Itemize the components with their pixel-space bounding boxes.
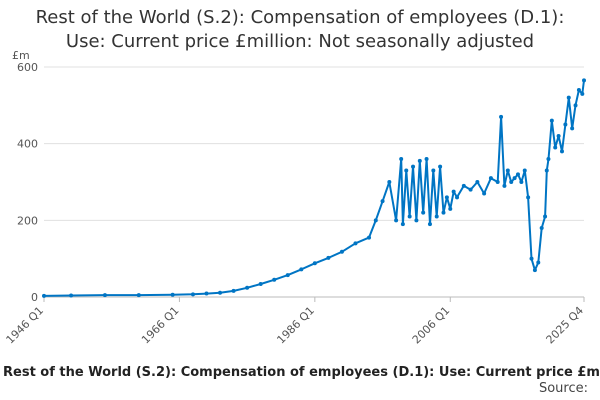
data-point[interactable] — [204, 291, 209, 296]
data-point[interactable] — [499, 114, 504, 119]
data-point[interactable] — [543, 214, 548, 219]
y-tick-label: 200 — [17, 214, 38, 227]
y-tick-label: 0 — [31, 291, 38, 304]
gridlines — [44, 66, 584, 221]
axes: 0 200 400 600£m 1946 Q1 1966 Q1 1986 Q1 2006 Q1… — [4, 49, 587, 346]
data-point[interactable] — [434, 214, 439, 219]
series-layer — [42, 78, 586, 298]
data-point[interactable] — [544, 168, 549, 173]
data-point[interactable] — [539, 226, 544, 230]
x-tick-label: 1966 Q1 — [139, 304, 182, 347]
chart-title-line-1: Rest of the World (S.2): Compensation of… — [35, 7, 565, 28]
data-point[interactable] — [451, 189, 456, 194]
data-point[interactable] — [414, 218, 419, 223]
data-point[interactable] — [231, 288, 236, 293]
data-point[interactable] — [102, 293, 107, 298]
data-point[interactable] — [407, 214, 412, 219]
data-point[interactable] — [69, 293, 74, 298]
x-tick-label: 1946 Q1 — [4, 304, 47, 347]
y-axis-label: £m — [12, 49, 30, 62]
data-point[interactable] — [339, 249, 344, 254]
data-point[interactable] — [566, 95, 571, 100]
data-point[interactable] — [444, 195, 449, 200]
data-point[interactable] — [495, 180, 500, 184]
data-point[interactable] — [404, 168, 409, 173]
data-point[interactable] — [515, 172, 520, 177]
data-point[interactable] — [461, 183, 466, 188]
data-point[interactable] — [218, 290, 223, 295]
data-point[interactable] — [546, 157, 551, 161]
data-point[interactable] — [400, 222, 405, 227]
x-tick-label: 1986 Q1 — [274, 304, 317, 347]
data-point[interactable] — [190, 292, 195, 297]
data-point[interactable] — [536, 260, 541, 265]
data-point[interactable] — [424, 157, 429, 161]
data-point[interactable] — [427, 222, 432, 227]
data-point[interactable] — [245, 285, 250, 290]
chart-title-line-2: Use: Current price £million: Not seasona… — [65, 31, 535, 52]
data-point[interactable] — [519, 180, 524, 184]
footer-description: Rest of the World (S.2): Compensation of… — [3, 365, 600, 380]
chart-footer: Rest of the World (S.2): Compensation of… — [0, 365, 600, 383]
data-point[interactable] — [438, 164, 443, 169]
data-point[interactable] — [448, 206, 453, 211]
data-point[interactable] — [285, 273, 290, 278]
data-point[interactable] — [526, 195, 531, 200]
data-point[interactable] — [380, 199, 385, 204]
data-point[interactable] — [42, 293, 46, 298]
data-point[interactable] — [482, 191, 487, 196]
data-point[interactable] — [553, 145, 558, 150]
data-point[interactable] — [272, 277, 277, 282]
data-point[interactable] — [556, 134, 561, 138]
data-point[interactable] — [573, 103, 578, 108]
data-point[interactable] — [475, 180, 480, 184]
data-point[interactable] — [532, 268, 537, 273]
data-point[interactable] — [502, 183, 507, 188]
data-point[interactable] — [431, 168, 436, 173]
series-line — [43, 80, 585, 297]
data-point[interactable] — [549, 118, 554, 123]
data-point[interactable] — [373, 218, 378, 223]
data-point[interactable] — [468, 187, 473, 192]
chart-title: Rest of the World (S.2): Compensation of… — [0, 6, 600, 54]
data-point[interactable] — [559, 149, 564, 154]
data-point[interactable] — [421, 210, 426, 215]
data-point[interactable] — [455, 195, 460, 200]
data-point[interactable] — [488, 176, 493, 181]
data-point[interactable] — [258, 281, 263, 286]
x-tick-label: 2006 Q1 — [410, 304, 453, 347]
data-point[interactable] — [441, 210, 446, 215]
data-point[interactable] — [326, 255, 331, 260]
y-tick-label: 400 — [17, 138, 38, 151]
data-point[interactable] — [580, 91, 585, 96]
data-point[interactable] — [509, 180, 514, 184]
data-point[interactable] — [576, 88, 581, 92]
data-point[interactable] — [570, 126, 575, 131]
data-point[interactable] — [367, 235, 372, 240]
data-point[interactable] — [505, 168, 510, 173]
data-point[interactable] — [394, 218, 399, 223]
data-point[interactable] — [522, 168, 527, 173]
data-point[interactable] — [299, 267, 304, 272]
data-point[interactable] — [563, 122, 568, 127]
data-point[interactable] — [512, 176, 517, 181]
data-point[interactable] — [529, 256, 534, 261]
data-point[interactable] — [353, 241, 358, 246]
data-point[interactable] — [417, 158, 422, 163]
data-point[interactable] — [136, 293, 141, 298]
data-point[interactable] — [399, 157, 404, 161]
y-tick-label: 600 — [17, 61, 38, 74]
data-point[interactable] — [387, 180, 392, 184]
data-point[interactable] — [411, 164, 416, 169]
x-tick-label: 2025 Q4 — [544, 304, 587, 347]
data-point[interactable] — [582, 78, 586, 83]
data-point[interactable] — [312, 261, 317, 266]
source-label: Source: — [538, 381, 588, 396]
data-point[interactable] — [170, 292, 175, 297]
